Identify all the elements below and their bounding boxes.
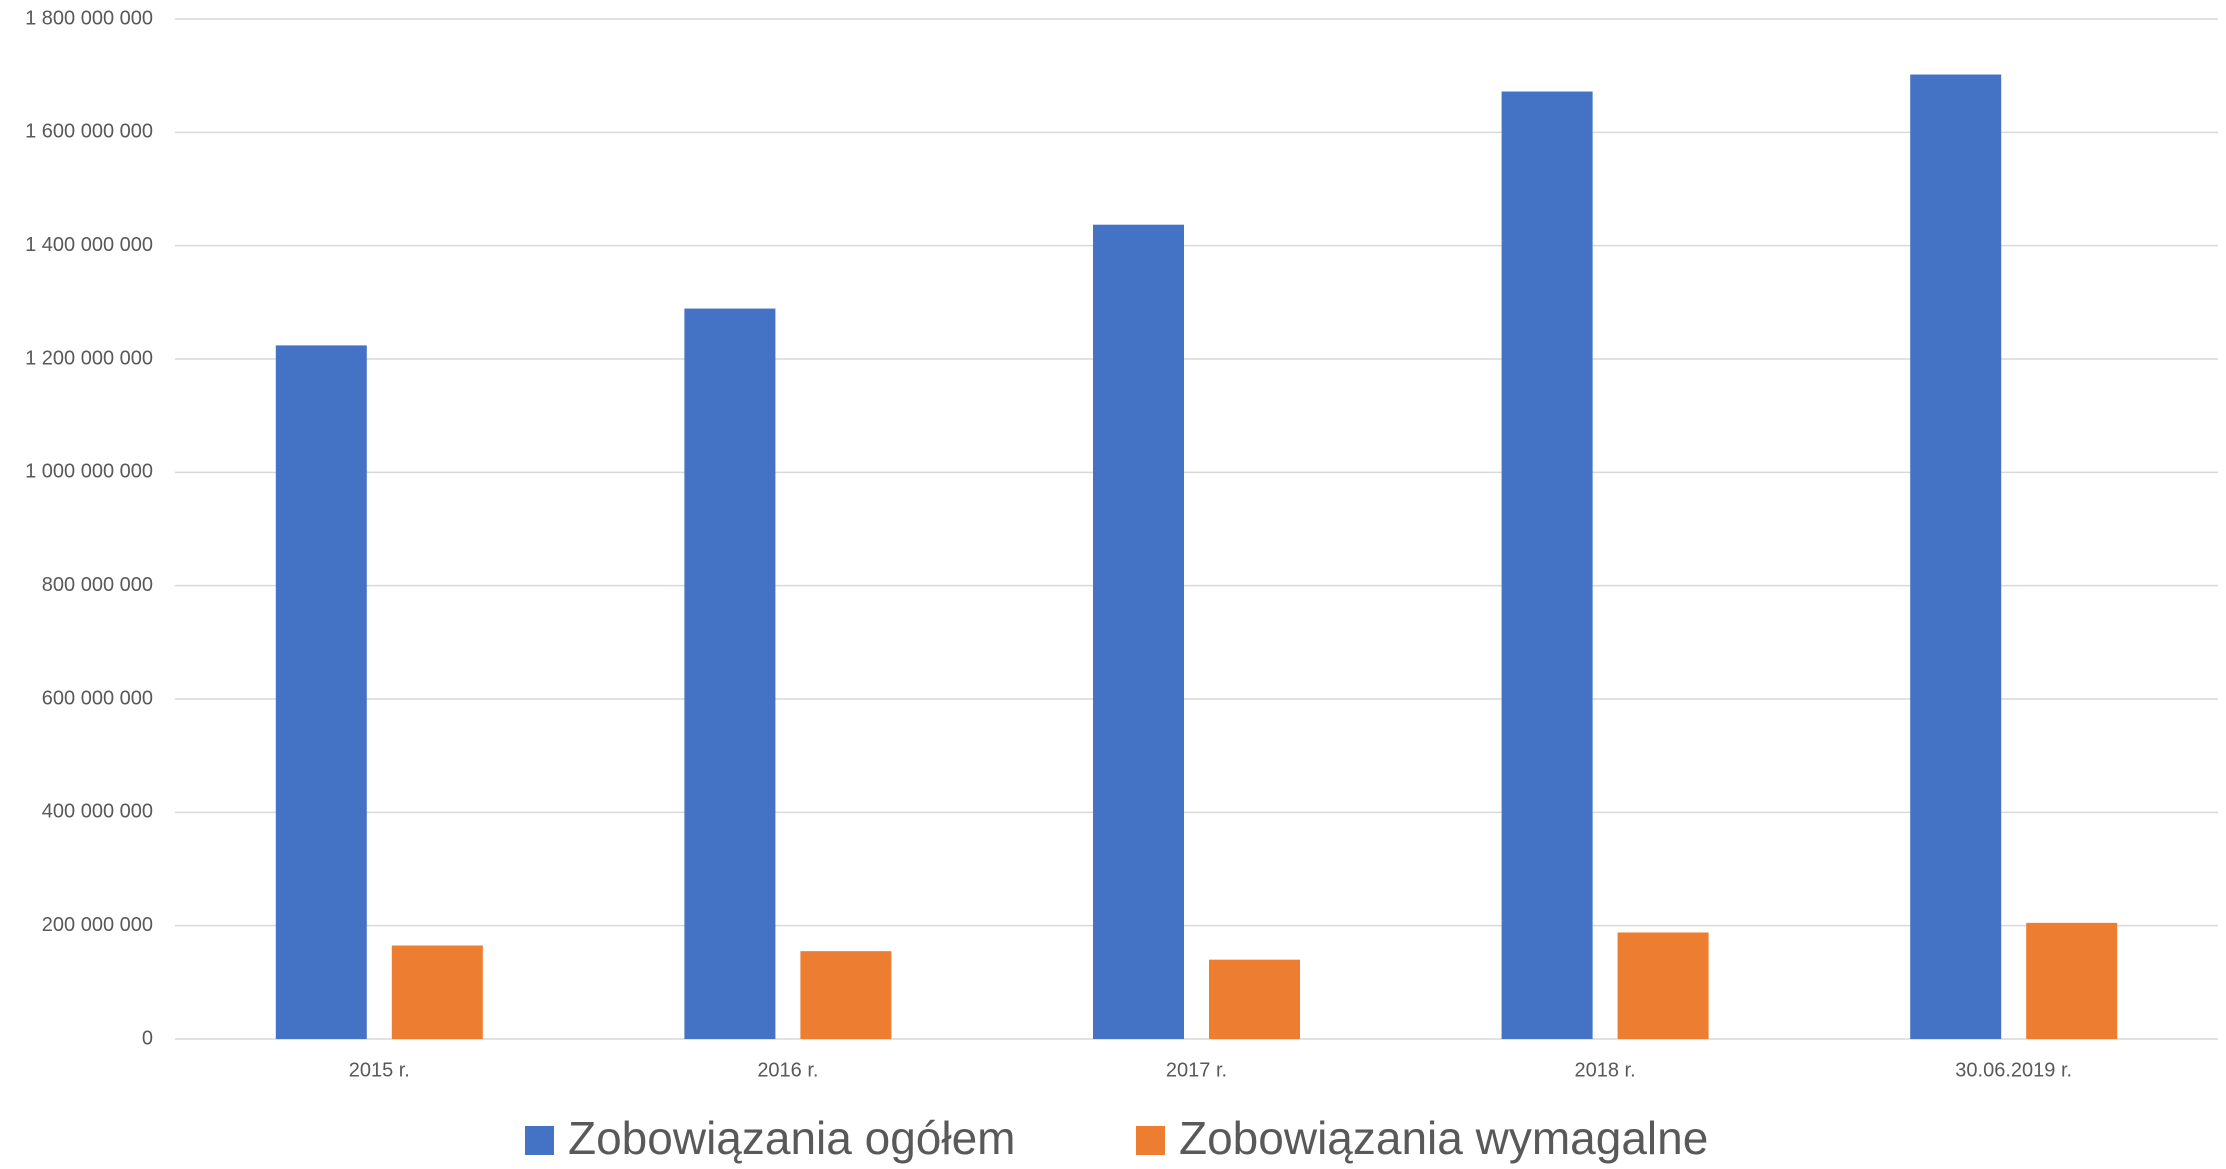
bar (1093, 224, 1184, 1039)
y-tick-label: 1 400 000 000 (25, 234, 153, 256)
bar (391, 945, 483, 1039)
bar (1910, 74, 2002, 1040)
bar (2026, 922, 2118, 1039)
bar (1209, 959, 1300, 1039)
y-tick-label: 1 000 000 000 (25, 461, 153, 483)
y-tick-label: 0 (142, 1027, 153, 1049)
y-tick-label: 1 200 000 000 (25, 347, 153, 369)
x-tick-label: 2016 r. (757, 1059, 818, 1081)
y-tick-label: 1 800 000 000 (25, 7, 153, 29)
y-tick-label: 800 000 000 (42, 574, 153, 596)
legend-label: Zobowiązania ogółem (568, 1112, 1016, 1164)
bar (275, 345, 367, 1039)
legend-label: Zobowiązania wymagalne (1179, 1112, 1708, 1164)
x-tick-label: 2017 r. (1166, 1059, 1227, 1081)
legend-swatch (1136, 1126, 1165, 1155)
y-tick-label: 600 000 000 (42, 687, 153, 709)
x-tick-label: 2015 r. (349, 1059, 410, 1081)
y-tick-label: 400 000 000 (42, 801, 153, 823)
y-tick-label: 1 600 000 000 (25, 121, 153, 143)
bar (684, 308, 776, 1040)
x-tick-label: 2018 r. (1575, 1059, 1636, 1081)
y-tick-label: 200 000 000 (42, 914, 153, 936)
bar (1617, 932, 1709, 1039)
legend-swatch (525, 1126, 554, 1155)
bar (1501, 91, 1593, 1040)
x-tick-label: 30.06.2019 r. (1955, 1059, 2072, 1081)
bar (800, 951, 892, 1039)
